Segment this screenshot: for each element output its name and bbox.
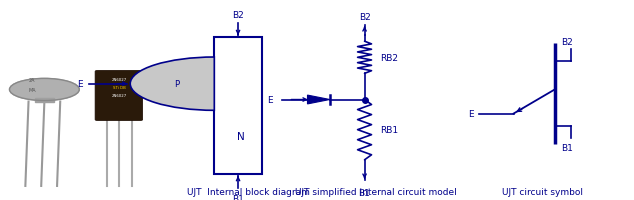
Bar bbox=[35, 99, 54, 102]
FancyBboxPatch shape bbox=[95, 71, 143, 121]
Text: UJT simplified internal circuit model: UJT simplified internal circuit model bbox=[295, 187, 456, 196]
Text: 2A: 2A bbox=[29, 78, 35, 82]
Text: B2: B2 bbox=[562, 38, 573, 47]
Text: UJT  Internal block diagram: UJT Internal block diagram bbox=[187, 187, 310, 196]
Text: B1: B1 bbox=[562, 143, 573, 152]
Text: B1: B1 bbox=[359, 188, 370, 197]
Text: UJT circuit symbol: UJT circuit symbol bbox=[501, 187, 583, 196]
Text: RB1: RB1 bbox=[380, 126, 399, 134]
Text: N: N bbox=[237, 131, 245, 141]
Bar bbox=[214, 38, 262, 174]
Text: E: E bbox=[77, 80, 82, 89]
Circle shape bbox=[10, 79, 79, 101]
Wedge shape bbox=[130, 58, 214, 111]
Text: B2: B2 bbox=[359, 13, 370, 22]
Bar bbox=[0, 0, 190, 200]
Text: B1: B1 bbox=[232, 194, 244, 200]
Text: E: E bbox=[468, 110, 474, 118]
Text: MA: MA bbox=[29, 88, 36, 92]
Text: B2: B2 bbox=[232, 11, 244, 20]
Text: E: E bbox=[267, 96, 273, 104]
Polygon shape bbox=[307, 96, 330, 104]
Text: 2N6027: 2N6027 bbox=[112, 78, 127, 82]
Text: P: P bbox=[174, 80, 179, 89]
Text: STi DB: STi DB bbox=[113, 86, 126, 90]
Text: RB2: RB2 bbox=[380, 54, 398, 62]
Text: 2N6027: 2N6027 bbox=[112, 94, 127, 98]
